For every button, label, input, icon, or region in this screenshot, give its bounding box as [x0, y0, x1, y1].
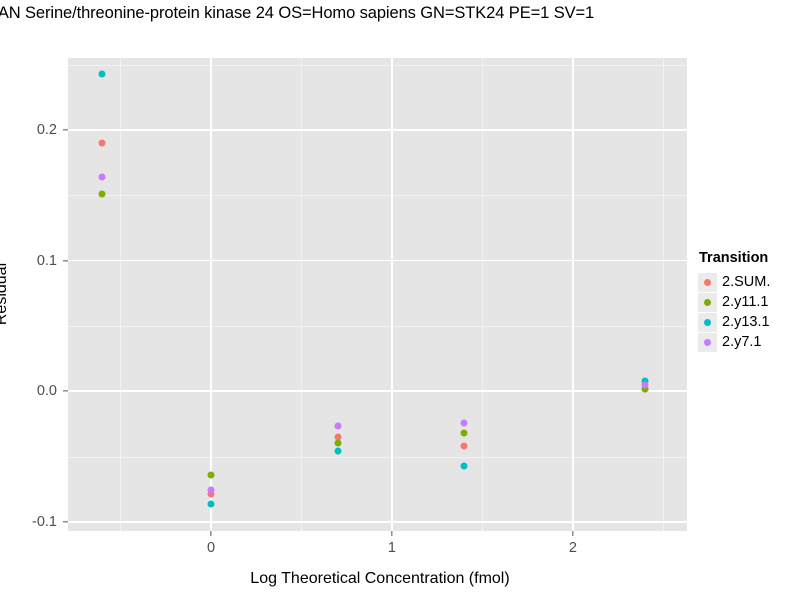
- gridline-major-vertical: [210, 58, 212, 531]
- x-axis-tick-label: 2: [568, 540, 578, 556]
- gridline-minor-vertical: [120, 58, 122, 531]
- gridline-minor-vertical: [663, 58, 665, 531]
- data-point: [334, 422, 342, 430]
- x-axis-tick-mark: [210, 531, 212, 536]
- gridline-major-horizontal: [68, 129, 687, 131]
- data-point: [98, 70, 106, 78]
- gridline-major-horizontal: [68, 521, 687, 523]
- gridline-minor-horizontal: [68, 325, 687, 327]
- legend-item-label: 2.y13.1: [722, 314, 770, 330]
- y-axis-tick-label: 0.0: [36, 383, 57, 400]
- legend-item[interactable]: 2.SUM.: [698, 272, 770, 292]
- gridline-minor-vertical: [301, 58, 303, 531]
- data-point: [207, 490, 215, 498]
- y-axis-tick-label: -0.1: [32, 513, 57, 530]
- legend-dot-icon: [704, 298, 711, 306]
- data-point: [334, 433, 342, 441]
- data-point: [334, 439, 342, 447]
- data-point: [98, 190, 106, 198]
- data-point: [207, 500, 215, 508]
- legend-item[interactable]: 2.y13.1: [698, 312, 770, 332]
- legend-title: Transition: [699, 250, 769, 266]
- plot-panel: [68, 58, 687, 531]
- legend-item[interactable]: 2.y7.1: [698, 332, 770, 352]
- legend-swatch: [698, 332, 717, 352]
- gridline-minor-vertical: [482, 58, 484, 531]
- data-point: [460, 419, 468, 427]
- legend-dot-icon: [704, 338, 711, 346]
- gridline-major-horizontal: [68, 390, 687, 392]
- y-axis-tick-mark: [63, 259, 68, 262]
- x-axis-tick-label: 0: [206, 540, 216, 556]
- gridline-major-horizontal: [68, 259, 687, 262]
- y-axis-tick-label: 0.2: [36, 121, 57, 138]
- page-title: HAN Serine/threonine-protein kinase 24 O…: [0, 4, 595, 22]
- data-point: [334, 447, 342, 455]
- y-axis-title: Residual: [0, 262, 10, 326]
- data-point: [460, 429, 468, 437]
- gridline-minor-horizontal: [68, 195, 687, 197]
- data-point: [207, 486, 215, 494]
- data-point: [641, 377, 649, 385]
- gridline-major-vertical: [572, 58, 574, 531]
- legend-item-label: 2.SUM.: [722, 274, 771, 290]
- x-axis-tick-mark: [391, 531, 393, 536]
- legend-item-label: 2.y7.1: [722, 334, 762, 350]
- x-axis-title: Log Theoretical Concentration (fmol): [250, 570, 510, 587]
- legend-swatch: [698, 292, 717, 312]
- data-point: [460, 442, 468, 450]
- x-axis-tick-label: 1: [387, 540, 397, 556]
- data-point: [641, 385, 649, 393]
- legend-swatch: [698, 312, 717, 332]
- gridline-minor-horizontal: [68, 456, 687, 458]
- legend: Transition 2.SUM. 2.y11.1 2.y13.1 2.y7.1: [698, 250, 770, 352]
- x-axis-tick-mark: [572, 531, 574, 536]
- data-point: [98, 139, 106, 147]
- legend-swatch: [698, 272, 717, 292]
- y-axis-tick-mark: [63, 390, 68, 392]
- legend-item-label: 2.y11.1: [722, 294, 769, 310]
- y-axis-tick-mark: [63, 129, 68, 131]
- gridline-major-vertical: [391, 58, 393, 531]
- y-axis-tick-mark: [63, 521, 68, 523]
- y-axis-tick-label: 0.1: [36, 252, 57, 269]
- data-point: [641, 381, 649, 389]
- legend-dot-icon: [704, 278, 711, 286]
- legend-item[interactable]: 2.y11.1: [698, 292, 770, 312]
- legend-dot-icon: [704, 318, 711, 326]
- data-point: [207, 471, 215, 479]
- gridline-minor-horizontal: [68, 64, 687, 66]
- legend-entries: 2.SUM. 2.y11.1 2.y13.1 2.y7.1: [698, 272, 770, 352]
- data-point: [460, 462, 468, 470]
- data-point: [98, 173, 106, 181]
